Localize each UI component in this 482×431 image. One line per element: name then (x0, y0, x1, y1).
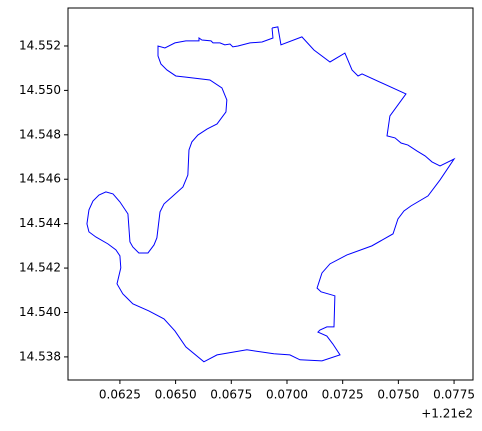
y-tick-label: 14.544 (19, 216, 61, 230)
x-tick-label: 0.0700 (266, 388, 308, 402)
axes-frame (67, 7, 474, 381)
x-offset-label: +1.21e2 (421, 407, 473, 421)
y-tick-label: 14.542 (19, 261, 61, 275)
outline (86, 26, 456, 363)
x-tick-label: 0.0675 (210, 388, 252, 402)
y-tick-label: 14.540 (19, 305, 61, 319)
y-tick-label: 14.552 (19, 38, 61, 52)
x-tick-label: 0.0725 (322, 388, 364, 402)
x-tick-label: 0.0750 (377, 388, 419, 402)
y-tick-label: 14.550 (19, 83, 61, 97)
x-tick-label: 0.0625 (99, 388, 141, 402)
x-tick-label: 0.0650 (155, 388, 197, 402)
y-tick-label: 14.538 (19, 349, 61, 363)
y-tick-label: 14.548 (19, 127, 61, 141)
x-tick-label: 0.0775 (433, 388, 475, 402)
y-tick-label: 14.546 (19, 172, 61, 186)
